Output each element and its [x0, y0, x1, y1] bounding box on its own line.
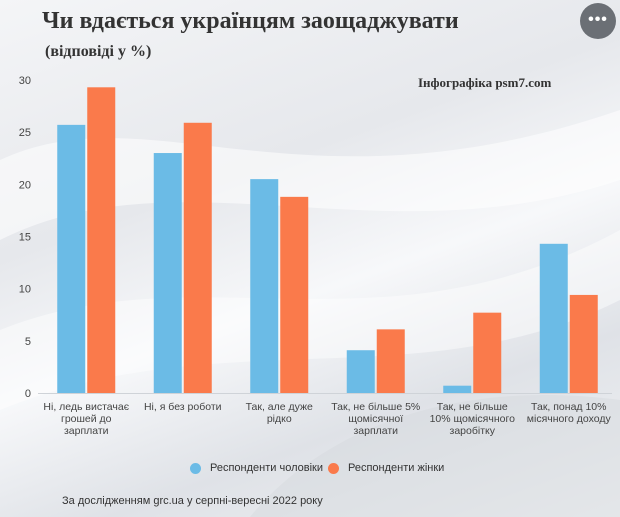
- x-category-label: місячного доходу: [527, 413, 612, 425]
- bar-men-1: [153, 153, 182, 393]
- bar-women-2: [280, 196, 309, 393]
- legend-label-men: Респонденти чоловіки: [210, 462, 323, 474]
- y-tick-label: 30: [19, 75, 31, 87]
- bar-women-3: [376, 329, 405, 393]
- bar-men-2: [250, 179, 279, 393]
- y-tick-label: 10: [19, 284, 31, 296]
- x-category-label: Так, не більше 5%: [331, 401, 420, 413]
- x-category-label: 10% щомісячного: [430, 413, 515, 425]
- bar-women-5: [569, 294, 598, 393]
- x-category-label: рідко: [267, 413, 292, 425]
- bar-men-3: [346, 350, 375, 393]
- x-category-label: Ні, ледь вистачає: [43, 401, 129, 413]
- chart-title: Чи вдається українцям заощаджувати: [42, 8, 459, 34]
- more-options-button[interactable]: •••: [580, 3, 616, 39]
- legend-item-women[interactable]: Респонденти жінки: [328, 462, 444, 474]
- chart-subtitle: (відповіді у %): [45, 43, 152, 60]
- x-category-label: грошей до: [61, 413, 112, 425]
- bar-women-1: [183, 122, 212, 393]
- legend-dot-women: [328, 462, 339, 474]
- x-category-label: Так, понад 10%: [531, 401, 606, 413]
- y-tick-label: 5: [25, 336, 31, 348]
- source-note: За дослідженням grc.ua у серпні-вересні …: [62, 495, 323, 507]
- legend-dot-men: [190, 462, 201, 474]
- x-category-label: Так, але дуже: [246, 401, 313, 413]
- y-tick-label: 25: [19, 127, 31, 139]
- infographic-credit: Інфографіка psm7.com: [418, 75, 552, 90]
- x-category-label: заробітку: [450, 425, 496, 437]
- y-tick-label: 0: [25, 388, 31, 400]
- x-category-label: Так, не більше: [437, 401, 508, 413]
- y-tick-label: 15: [19, 232, 31, 244]
- bar-men-5: [539, 243, 568, 393]
- x-category-label: Ні, я без роботи: [144, 401, 222, 413]
- y-tick-label: 20: [19, 179, 31, 191]
- legend-item-men[interactable]: Респонденти чоловіки: [190, 462, 323, 474]
- bar-women-0: [87, 87, 116, 393]
- bar-men-0: [57, 124, 86, 393]
- x-category-label: зарплати: [353, 425, 398, 437]
- legend-label-women: Респонденти жінки: [348, 462, 445, 474]
- bar-women-4: [473, 312, 502, 393]
- x-category-label: зарплати: [64, 425, 109, 437]
- x-category-label: щомісячної: [348, 413, 403, 425]
- bar-men-4: [443, 385, 472, 393]
